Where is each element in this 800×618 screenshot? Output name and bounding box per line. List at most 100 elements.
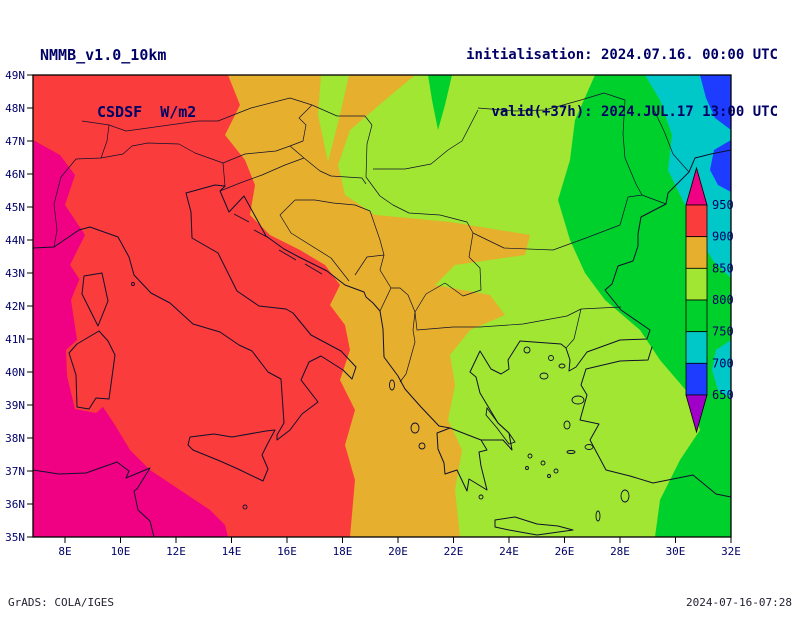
model-title: NMMB_v1.0_10km [40, 46, 167, 64]
lon-tick-label: 24E [499, 545, 519, 558]
lon-tick-label: 16E [277, 545, 297, 558]
border-austria-hungary [289, 104, 313, 147]
init-time-line: initialisation: 2024.07.16. 00:00 UTC [466, 47, 778, 63]
lat-tick-label: 37N [5, 465, 25, 478]
legend-band [685, 236, 708, 269]
lon-tick-label: 26E [555, 545, 575, 558]
border-hungary-croatia [289, 145, 367, 185]
island-kefalonia [410, 422, 420, 434]
island-zakynthos [418, 442, 426, 450]
lat-tick-label: 42N [5, 300, 25, 313]
lat-tick-label: 46N [5, 168, 25, 181]
coastline-corsica [81, 272, 109, 327]
coastline-peloponnese [436, 427, 488, 492]
island-cyclades-5 [547, 474, 551, 478]
island-lesbos [571, 395, 585, 405]
border-italy-north [53, 142, 226, 248]
border-croatia-bosnia [279, 199, 385, 282]
border-alps-danube-north [81, 97, 373, 132]
legend-band [685, 362, 708, 396]
coastline-italy [33, 184, 357, 441]
island-rhodes [620, 489, 630, 503]
border-danube [365, 124, 667, 251]
lat-tick-label: 43N [5, 267, 25, 280]
lat-tick-label: 45N [5, 201, 25, 214]
island-karpathos [595, 510, 601, 522]
island-malta [242, 504, 248, 510]
legend-band [685, 331, 708, 364]
island-cyclades-3 [553, 468, 559, 474]
country-borders [53, 92, 690, 383]
valid-time-line: valid(+37h): 2024.JUL.17 13:00 UTC [491, 104, 778, 120]
island-corfu [389, 379, 395, 391]
contour-band-650-700-corner [700, 75, 731, 130]
legend-tick-label: 750 [712, 325, 734, 339]
contour-band-800-850-tongue [318, 75, 349, 162]
lon-tick-label: 12E [166, 545, 186, 558]
island-samos [584, 444, 594, 450]
legend-tick-label: 700 [712, 356, 734, 370]
island-samothraki [548, 355, 554, 361]
legend-tick-label: 950 [712, 198, 734, 212]
lat-tick-label: 49N [5, 69, 25, 82]
lat-tick-label: 39N [5, 399, 25, 412]
lat-tick-label: 36N [5, 498, 25, 511]
coastline-anatolia [579, 346, 731, 498]
coastline-sardinia [68, 330, 116, 410]
coastline-crete [494, 516, 574, 536]
legend-band [685, 299, 708, 333]
lat-tick-label: 44N [5, 234, 25, 247]
lon-tick-label: 18E [333, 545, 353, 558]
legend-tick-label: 650 [712, 388, 734, 402]
island-euboea [485, 406, 516, 445]
islands-dalmatia [233, 213, 323, 275]
border-austria-slovenia [222, 145, 291, 164]
contour-band-750-800-tongue [428, 75, 452, 130]
coastline-north-africa [33, 461, 155, 537]
lat-tick-label: 35N [5, 531, 25, 544]
border-prut [622, 99, 643, 196]
axes: 49N 48N 47N 46N 45N 44N 43N 42N 41N 40N 39N 38N 37N 3… [5, 69, 741, 558]
island-cyclades-2 [540, 460, 546, 466]
legend-tick-label: 900 [712, 230, 734, 244]
legend-band [685, 204, 708, 238]
border-serbia-bulgaria [462, 232, 482, 297]
island-thasos [523, 346, 531, 354]
coastline-balkans-blacksea [219, 149, 731, 451]
island-cyclades-1 [527, 453, 533, 459]
contour-band-700-750-ne [645, 75, 731, 278]
lon-tick-label: 32E [721, 545, 741, 558]
lon-tick-label: 20E [388, 545, 408, 558]
color-legend: 950 900 850 800 750 700 650 [685, 166, 734, 434]
islands-aegean-adriatic [131, 213, 630, 522]
lon-tick-label: 8E [58, 545, 71, 558]
lon-tick-label: 30E [666, 545, 686, 558]
lat-tick-label: 38N [5, 432, 25, 445]
island-ikaria [566, 450, 576, 454]
lon-tick-label: 14E [222, 545, 242, 558]
lat-tick-label: 48N [5, 102, 25, 115]
lon-tick-label: 22E [444, 545, 464, 558]
lat-tick-label: 41N [5, 333, 25, 346]
header-left: NMMB_v1.0_10km CSDSF W/m2 [40, 8, 196, 141]
contour-band-900-950-islands [66, 268, 113, 413]
legend-tick-label: 800 [712, 293, 734, 307]
border-slovenia-croatia [219, 157, 305, 192]
header-right: initialisation: 2024.07.16. 00:00 UTC va… [466, 8, 778, 141]
variable-title: CSDSF W/m2 [97, 103, 197, 121]
lon-tick-label: 10E [111, 545, 131, 558]
lon-tick-label: 28E [610, 545, 630, 558]
creation-timestamp: 2024-07-16-07:28 [686, 596, 792, 609]
island-elba [131, 282, 135, 286]
border-switzerland-austria [100, 124, 110, 159]
lat-tick-label: 47N [5, 135, 25, 148]
island-kythira [478, 494, 484, 500]
legend-tick-label: 850 [712, 261, 734, 275]
island-gokceada [558, 363, 566, 369]
legend-band [685, 267, 708, 301]
lat-tick-label: 40N [5, 366, 25, 379]
grads-credit: GrADS: COLA/IGES [8, 596, 114, 609]
coastline-sicily [187, 429, 276, 482]
contour-band-900-950 [33, 75, 355, 537]
